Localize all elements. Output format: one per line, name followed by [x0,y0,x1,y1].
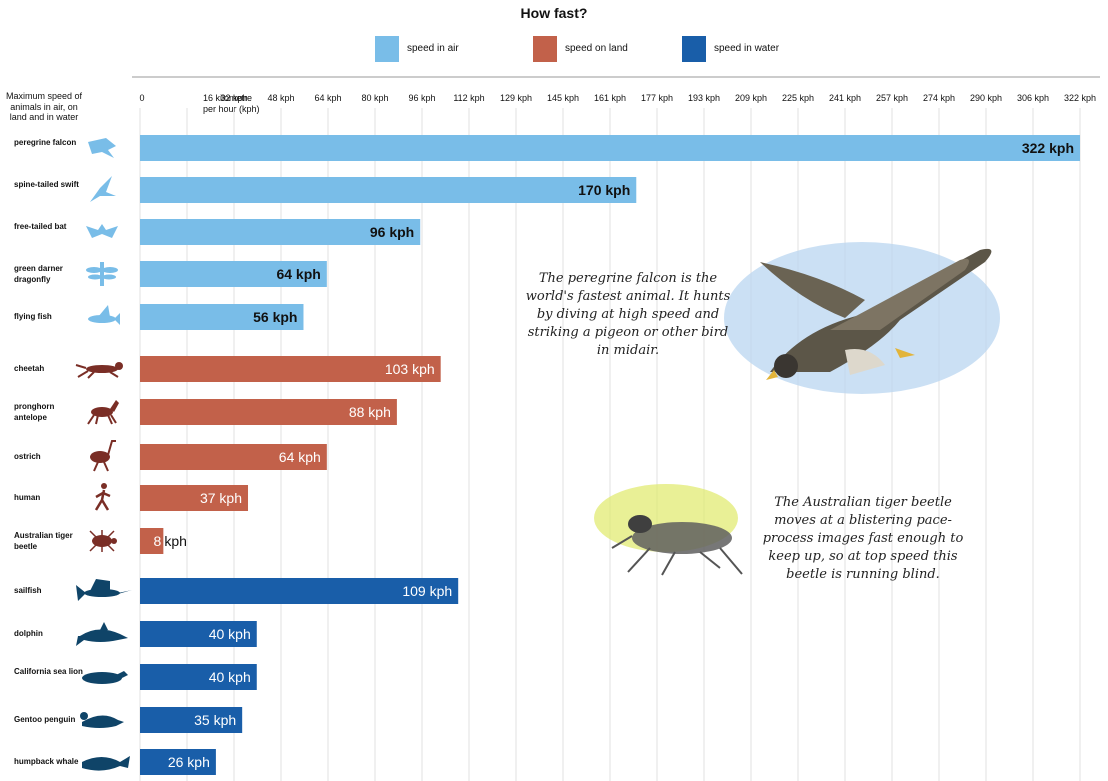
whale-icon [82,756,130,771]
category-label: ostrich [14,452,41,461]
swift-icon [90,176,116,202]
bar-value-label: 109 kph [402,583,452,599]
beetle-illustration [594,484,743,576]
bar-value-label: 56 kph [253,309,297,325]
corner-label: Maximum speed of animals in air, on land… [5,91,83,122]
x-tick-label: 241 kph [829,93,861,103]
x-tick-label: 177 kph [641,93,673,103]
falcon-illustration [724,242,1000,394]
x-tick-label: 161 kph [594,93,626,103]
legend-swatch-air [375,36,399,62]
bar-value-label: 35 kph [194,712,236,728]
bar [140,304,304,330]
category-label: spine-tailed swift [14,180,79,189]
bar-value-label: 103 kph [385,361,435,377]
x-tick-label: 32 kph [220,93,247,103]
bar [140,528,164,554]
bar-value-label: 64 kph [279,449,321,465]
flying-fish-icon [88,305,120,325]
bar-value-label: 170 kph [578,182,630,198]
category-label: Australian tiger beetle [14,531,73,551]
category-label: human [14,493,41,502]
bar [140,399,397,425]
x-tick-label: 96 kph [408,93,435,103]
bar-value-label: 26 kph [168,754,210,770]
legend-label-land: speed on land [565,43,628,54]
x-tick-label: 0 [139,93,144,103]
legend-swatch-land [533,36,557,62]
beetle-caption: The Australian tiger beetle moves at a b… [762,495,964,582]
penguin-icon [80,712,124,728]
bar [140,664,257,690]
bar-value-label: 322 kph [1022,140,1074,156]
x-tick-label: 48 kph [267,93,294,103]
x-tick-label: 209 kph [735,93,767,103]
x-tick-label: 306 kph [1017,93,1049,103]
x-tick-label: 129 kph [500,93,532,103]
bar [140,621,257,647]
legend-label-air: speed in air [407,43,459,54]
x-tick-label: 274 kph [923,93,955,103]
bar-value-label: 40 kph [209,626,251,642]
bar-value-label: 40 kph [209,669,251,685]
sea-lion-icon [82,671,128,684]
antelope-icon [87,400,119,425]
bar [140,485,249,511]
x-tick-label: 112 kph [453,93,484,103]
category-label: cheetah [14,364,45,373]
x-tick-label: 193 kph [688,93,720,103]
legend-label-water: speed in water [714,43,780,54]
chart-title: How fast? [520,5,588,21]
x-tick-label: 80 kph [361,93,388,103]
category-label: humpback whale [14,757,79,766]
dolphin-icon [76,622,128,646]
cheetah-icon [75,362,123,379]
bar [140,356,441,382]
falcon-icon [88,138,116,158]
bar [140,578,459,604]
bar-value-label: 88 kph [349,404,391,420]
x-tick-label: 290 kph [970,93,1002,103]
category-label: free-tailed bat [14,222,67,231]
bar [140,177,637,203]
bar-value-label: 96 kph [370,224,414,240]
bar [140,219,421,245]
legend-swatch-water [682,36,706,62]
x-tick-label: 64 kph [314,93,341,103]
category-label: green darner dragonfly [14,264,63,284]
bar [140,444,327,470]
category-label: peregrine falcon [14,138,77,147]
bat-icon [86,224,118,238]
x-tick-label: 145 kph [547,93,579,103]
bar [140,261,327,287]
bar [140,749,216,775]
bar-value-label: 37 kph [200,490,242,506]
sailfish-icon [76,579,132,601]
human-icon [94,483,111,511]
bar-value-label: 8 kph [154,533,187,549]
dragonfly-icon [86,262,118,286]
x-tick-label: 322 kph [1064,93,1096,103]
x-tick-label: 225 kph [782,93,814,103]
category-label: California sea lion [14,667,83,676]
ostrich-icon [90,440,116,472]
category-label: dolphin [14,629,43,638]
category-label: Gentoo penguin [14,715,76,724]
category-label: pronghorn antelope [14,402,55,422]
x-tick-label: 257 kph [876,93,908,103]
category-label: flying fish [14,312,52,321]
category-label: sailfish [14,586,42,595]
bar [140,707,243,733]
bar [140,135,1080,161]
x-tick-label: 16 kilometre per hour (kph) [203,93,260,114]
bar-value-label: 64 kph [276,266,320,282]
beetle-icon [89,530,117,552]
falcon-caption: The peregrine falcon is the world's fast… [525,271,731,358]
